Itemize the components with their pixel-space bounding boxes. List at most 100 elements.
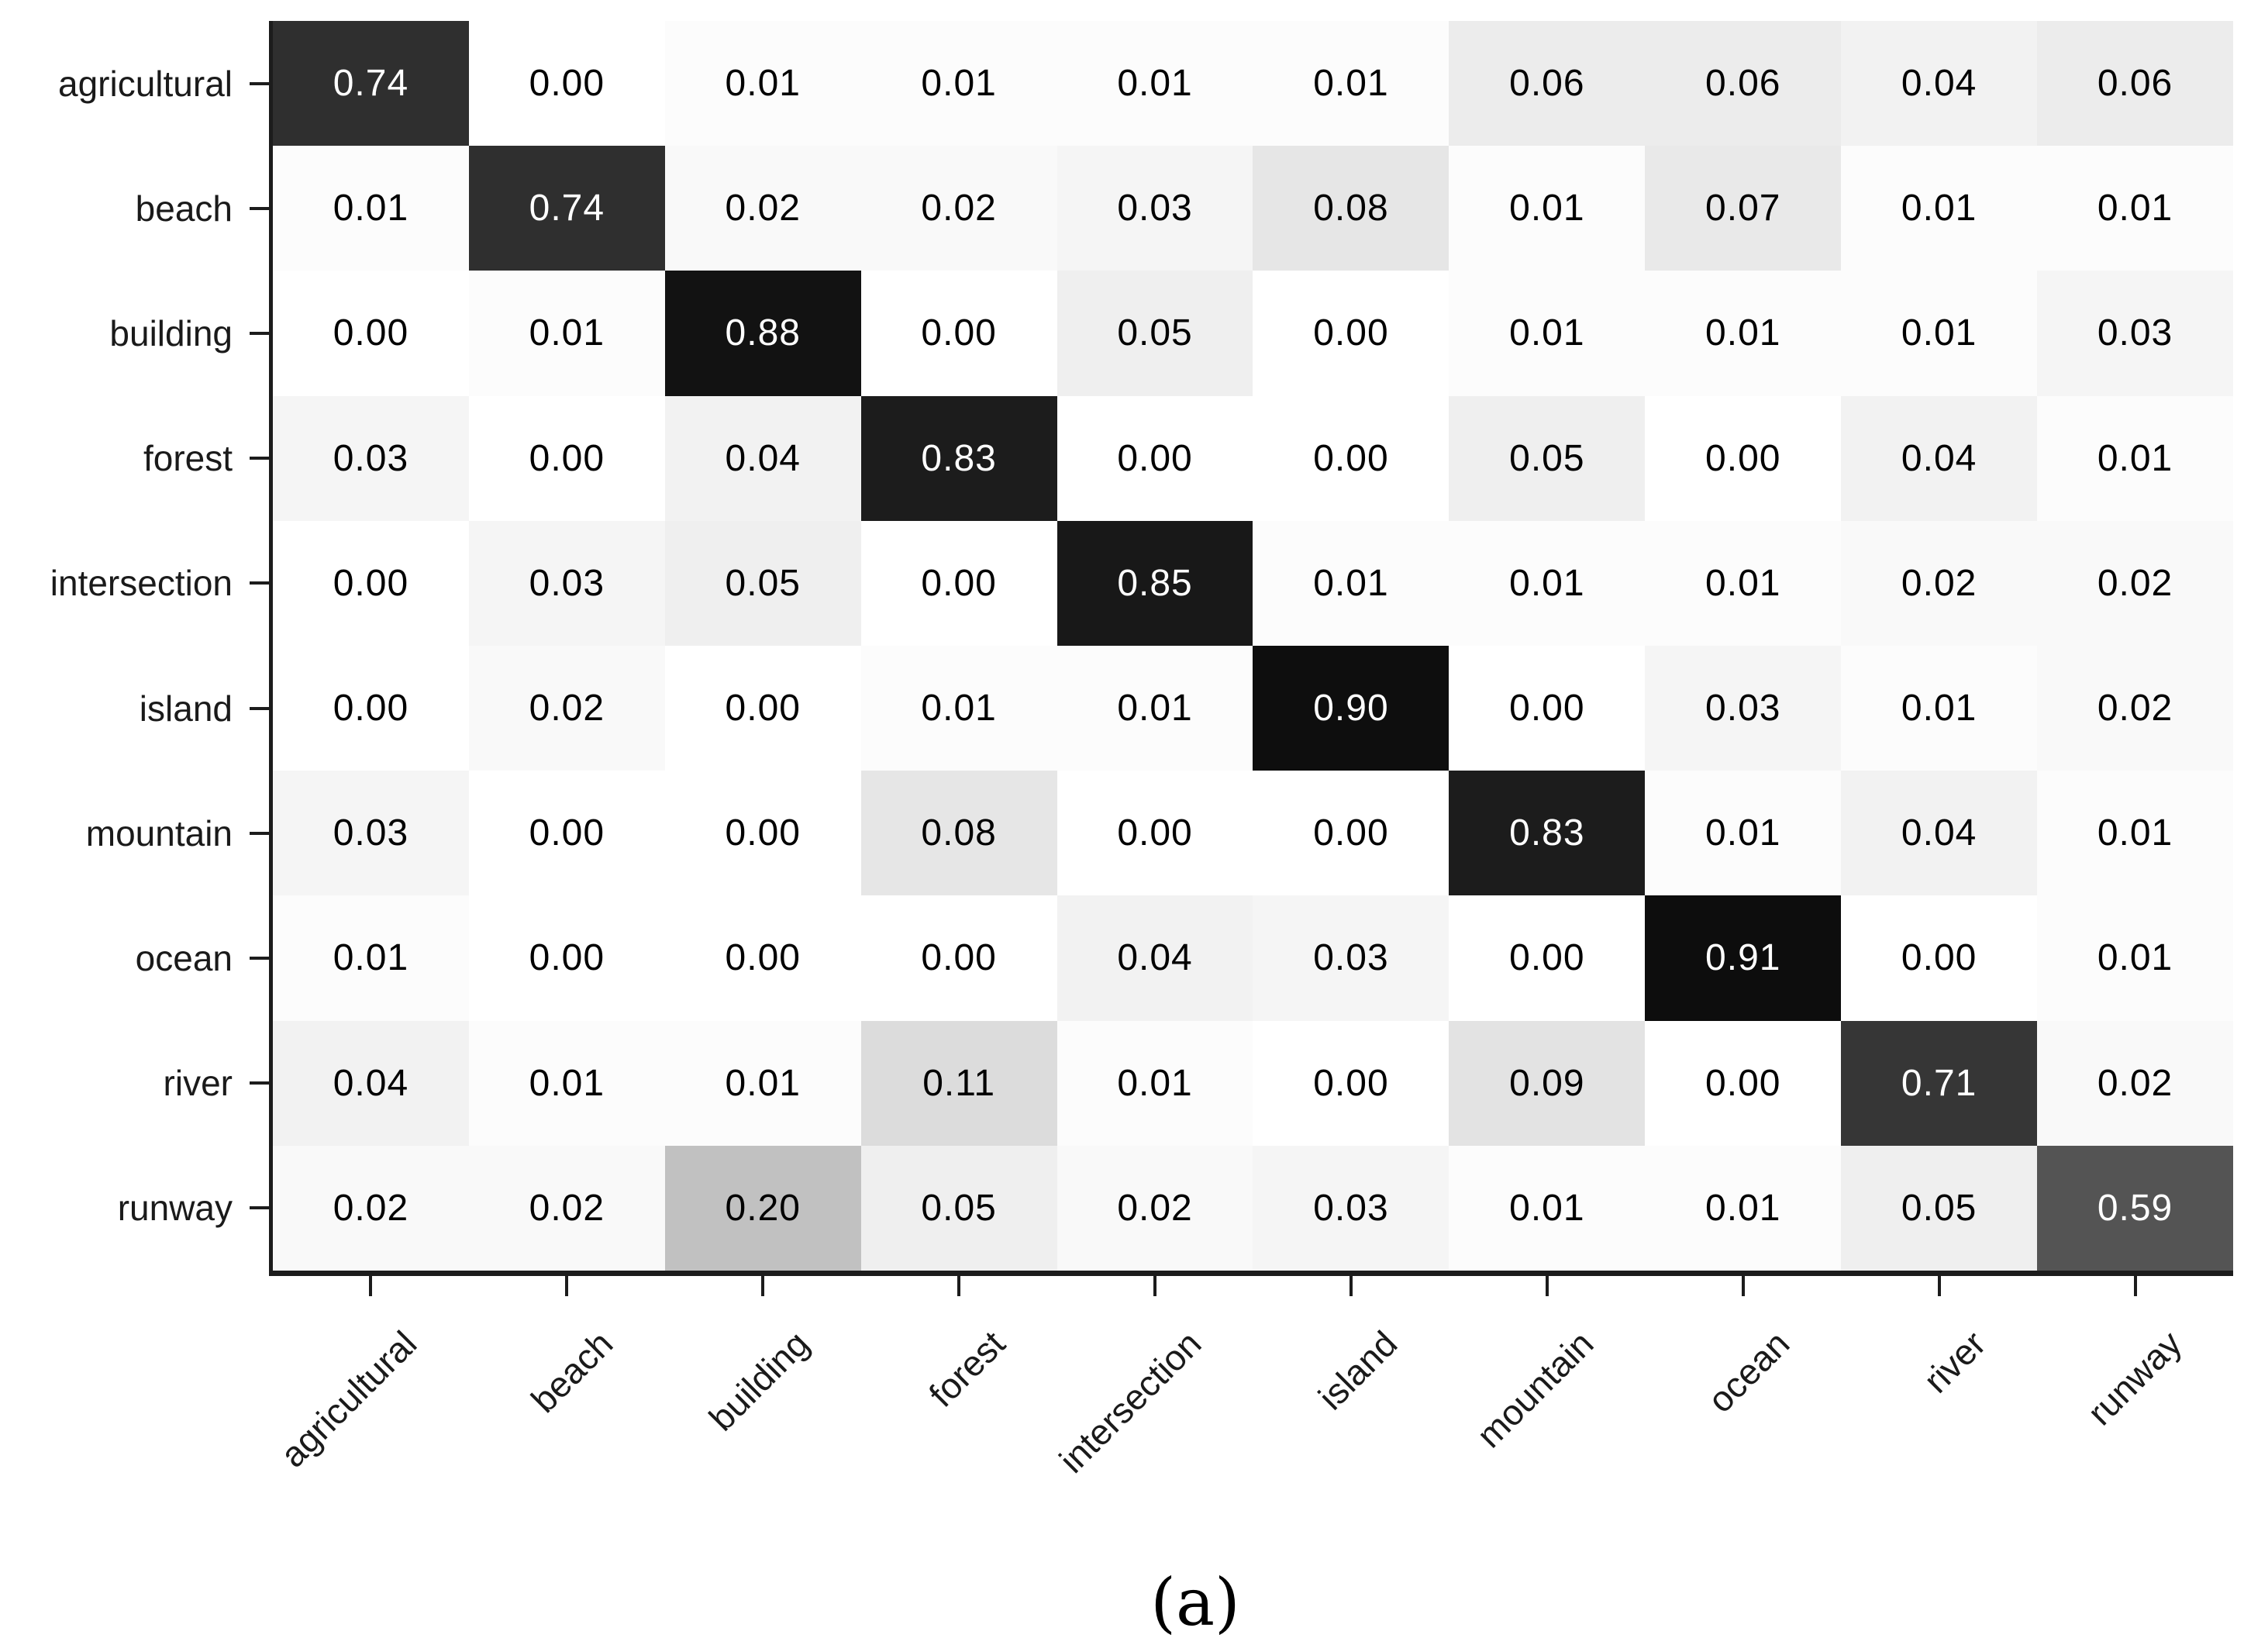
x-tick-mark <box>565 1276 569 1296</box>
matrix-cell-value: 0.01 <box>1509 188 1585 229</box>
matrix-cell-river-building: 0.01 <box>664 1020 861 1146</box>
x-tick-mark <box>761 1276 765 1296</box>
matrix-cell-runway-mountain: 0.01 <box>1449 1145 1646 1271</box>
matrix-cell-value: 0.01 <box>529 312 605 354</box>
matrix-cell-mountain-ocean: 0.01 <box>1645 771 1842 896</box>
x-tick-label-agricultural: agricultural <box>273 1323 425 1475</box>
matrix-cell-value: 0.01 <box>1705 312 1781 354</box>
x-tick-mark <box>1349 1276 1353 1296</box>
matrix-cell-value: 0.03 <box>1705 688 1781 729</box>
matrix-cell-agricultural-beach: 0.00 <box>468 21 665 147</box>
matrix-cell-river-river: 0.71 <box>1841 1020 2038 1146</box>
matrix-cell-agricultural-agricultural: 0.74 <box>273 21 469 147</box>
matrix-cell-building-ocean: 0.01 <box>1645 271 1842 396</box>
matrix-cell-value: 0.03 <box>1313 1187 1389 1229</box>
matrix-cell-value: 0.01 <box>1509 1187 1585 1229</box>
matrix-cell-runway-island: 0.03 <box>1253 1145 1449 1271</box>
matrix-cell-island-forest: 0.01 <box>860 645 1057 771</box>
matrix-cell-value: 0.02 <box>529 1187 605 1229</box>
matrix-cell-agricultural-ocean: 0.06 <box>1645 21 1842 147</box>
matrix-cell-runway-building: 0.20 <box>664 1145 861 1271</box>
x-tick-mark <box>1153 1276 1157 1296</box>
matrix-cell-forest-beach: 0.00 <box>468 395 665 521</box>
matrix-cell-forest-mountain: 0.05 <box>1449 395 1646 521</box>
y-tick-mark <box>250 1081 270 1085</box>
matrix-cell-beach-runway: 0.01 <box>2037 146 2233 271</box>
matrix-cell-forest-intersection: 0.00 <box>1057 395 1253 521</box>
matrix-cell-value: 0.01 <box>2097 437 2173 479</box>
matrix-cell-ocean-forest: 0.00 <box>860 895 1057 1021</box>
y-axis-spine <box>269 21 273 1275</box>
x-tick-label-forest: forest <box>921 1323 1013 1415</box>
matrix-cell-mountain-island: 0.00 <box>1253 771 1449 896</box>
matrix-cell-value: 0.00 <box>1509 688 1585 729</box>
matrix-cell-value: 0.01 <box>1705 812 1781 854</box>
matrix-cell-value: 0.02 <box>1901 562 1977 604</box>
matrix-cell-value: 0.00 <box>1901 937 1977 979</box>
matrix-cell-ocean-runway: 0.01 <box>2037 895 2233 1021</box>
matrix-cell-value: 0.06 <box>2097 63 2173 105</box>
matrix-cell-river-island: 0.00 <box>1253 1020 1449 1146</box>
y-tick-label-intersection: intersection <box>50 563 233 604</box>
y-tick-label-runway: runway <box>117 1188 233 1229</box>
matrix-cell-value: 0.00 <box>529 63 605 105</box>
matrix-cell-value: 0.11 <box>922 1062 996 1104</box>
matrix-cell-value: 0.00 <box>333 688 409 729</box>
matrix-cell-value: 0.83 <box>921 437 997 479</box>
matrix-cell-beach-ocean: 0.07 <box>1645 146 1842 271</box>
x-tick-mark <box>369 1276 373 1296</box>
matrix-cell-river-agricultural: 0.04 <box>273 1020 469 1146</box>
matrix-cell-value: 0.01 <box>1509 312 1585 354</box>
x-tick-label-runway: runway <box>2079 1323 2190 1433</box>
x-tick-mark <box>1937 1276 1941 1296</box>
matrix-cell-forest-agricultural: 0.03 <box>273 395 469 521</box>
matrix-cell-value: 0.01 <box>1117 63 1193 105</box>
matrix-cell-value: 0.00 <box>529 812 605 854</box>
matrix-cell-intersection-beach: 0.03 <box>468 520 665 646</box>
matrix-cell-value: 0.01 <box>921 688 997 729</box>
matrix-cell-value: 0.04 <box>725 437 801 479</box>
matrix-cell-mountain-forest: 0.08 <box>860 771 1057 896</box>
matrix-cell-island-runway: 0.02 <box>2037 645 2233 771</box>
matrix-cell-value: 0.02 <box>921 188 997 229</box>
matrix-cell-value: 0.00 <box>1117 812 1193 854</box>
matrix-cell-intersection-island: 0.01 <box>1253 520 1449 646</box>
matrix-cell-value: 0.01 <box>333 937 409 979</box>
heatmap-grid: 0.74 0.00 0.01 0.01 0.01 0.01 0.06 0.06 0.04 0.06… <box>273 21 2233 1271</box>
matrix-cell-ocean-agricultural: 0.01 <box>273 895 469 1021</box>
matrix-cell-runway-ocean: 0.01 <box>1645 1145 1842 1271</box>
matrix-cell-value: 0.03 <box>1117 188 1193 229</box>
matrix-cell-forest-forest: 0.83 <box>860 395 1057 521</box>
matrix-cell-value: 0.05 <box>1117 312 1193 354</box>
figure-caption: (a) <box>1150 1564 1240 1640</box>
matrix-cell-beach-river: 0.01 <box>1841 146 2038 271</box>
matrix-cell-value: 0.00 <box>1705 437 1781 479</box>
matrix-cell-value: 0.00 <box>1313 312 1389 354</box>
y-tick-label-island: island <box>139 688 233 729</box>
matrix-cell-runway-forest: 0.05 <box>860 1145 1057 1271</box>
matrix-cell-value: 0.90 <box>1313 688 1389 729</box>
matrix-cell-value: 0.08 <box>1313 188 1389 229</box>
matrix-cell-value: 0.07 <box>1705 188 1781 229</box>
matrix-cell-beach-beach: 0.74 <box>468 146 665 271</box>
y-tick-mark <box>250 957 270 960</box>
matrix-cell-value: 0.09 <box>1509 1062 1585 1104</box>
y-tick-label-mountain: mountain <box>85 812 233 854</box>
matrix-cell-river-beach: 0.01 <box>468 1020 665 1146</box>
matrix-cell-building-forest: 0.00 <box>860 271 1057 396</box>
matrix-cell-agricultural-intersection: 0.01 <box>1057 21 1253 147</box>
matrix-cell-intersection-intersection: 0.85 <box>1057 520 1253 646</box>
matrix-cell-agricultural-forest: 0.01 <box>860 21 1057 147</box>
y-tick-label-building: building <box>109 313 233 354</box>
matrix-cell-agricultural-runway: 0.06 <box>2037 21 2233 147</box>
matrix-cell-value: 0.00 <box>1509 937 1585 979</box>
matrix-cell-island-river: 0.01 <box>1841 645 2038 771</box>
matrix-cell-island-mountain: 0.00 <box>1449 645 1646 771</box>
y-tick-mark <box>250 457 270 460</box>
matrix-cell-value: 0.06 <box>1509 63 1585 105</box>
matrix-cell-runway-runway: 0.59 <box>2037 1145 2233 1271</box>
matrix-cell-value: 0.01 <box>921 63 997 105</box>
matrix-cell-value: 0.01 <box>1509 562 1585 604</box>
matrix-cell-beach-agricultural: 0.01 <box>273 146 469 271</box>
